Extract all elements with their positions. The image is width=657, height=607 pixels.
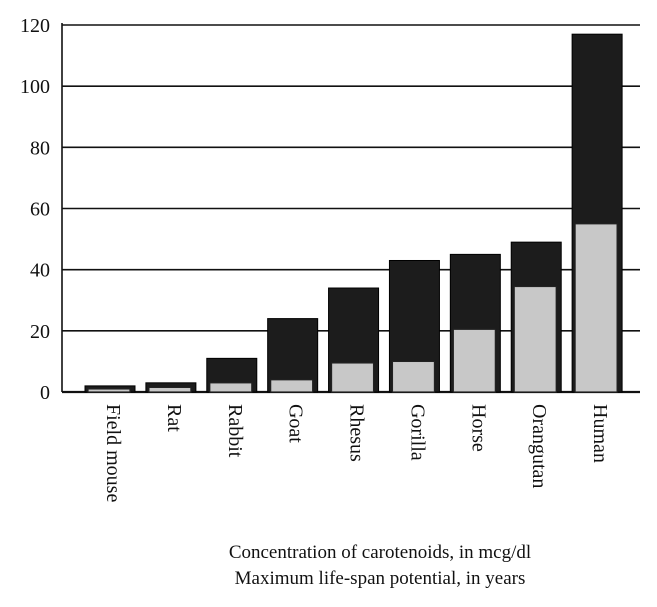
x-tick-label: Rhesus	[346, 404, 368, 462]
bar-carotenoids	[209, 382, 253, 393]
y-tick-label: 100	[20, 76, 50, 98]
x-tick-label: Horse	[467, 404, 489, 452]
bar-carotenoids	[574, 223, 618, 393]
bar-carotenoids	[391, 360, 436, 393]
bar-carotenoids	[513, 285, 557, 393]
bar-carotenoids	[148, 386, 192, 393]
x-tick-label: Field mouse	[102, 404, 124, 502]
y-tick-label: 60	[30, 199, 50, 221]
bar-carotenoids	[87, 388, 131, 393]
x-tick-label: Orangutan	[528, 404, 550, 488]
y-tick-label: 40	[30, 260, 50, 282]
y-tick-label: 0	[40, 382, 50, 404]
bar-carotenoids	[330, 362, 375, 393]
bar-carotenoids	[270, 379, 314, 393]
bar-chart: 0 20 40 60 80 100 120 Field mouse Rat Rabbit Goat R…	[20, 15, 640, 502]
y-tick-label: 80	[30, 137, 50, 159]
y-tick-label: 120	[20, 15, 50, 37]
legend-carotenoids-caption: Concentration of carotenoids, in mcg/dl	[228, 542, 532, 563]
x-tick-label: Rat	[163, 404, 185, 432]
x-tick-label: Rabbit	[224, 404, 246, 458]
x-tick-label: Human	[589, 404, 611, 463]
x-tick-label: Goat	[285, 404, 307, 443]
bar-carotenoids	[452, 328, 496, 393]
x-tick-label: Gorilla	[406, 404, 428, 461]
y-tick-label: 20	[30, 321, 50, 343]
legend-lifespan-caption: Maximum life-span potential, in years	[234, 568, 526, 589]
